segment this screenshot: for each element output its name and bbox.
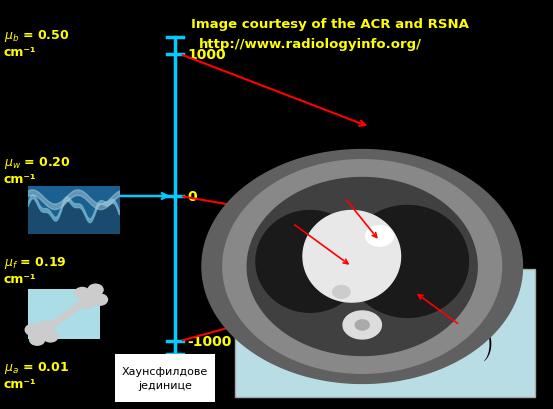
Text: $\mu_a$ = 0.01: $\mu_a$ = 0.01	[4, 359, 69, 375]
Polygon shape	[235, 270, 535, 397]
Text: СТ број у Хаунсфилдовим јединицама:: СТ број у Хаунсфилдовим јединицама:	[264, 281, 505, 294]
Polygon shape	[115, 354, 215, 402]
Text: Image courtesy of the ACR and RSNA: Image courtesy of the ACR and RSNA	[191, 18, 469, 31]
Polygon shape	[366, 226, 394, 247]
Text: http://www.radiologyinfo.org/: http://www.radiologyinfo.org/	[199, 38, 421, 51]
Polygon shape	[28, 289, 100, 339]
Circle shape	[39, 321, 54, 332]
Polygon shape	[256, 211, 364, 312]
Text: $HU_m = 1000\left(\dfrac{\mu_m - \mu_w}{\mu_w}\right)$: $HU_m = 1000\left(\dfrac{\mu_m - \mu_w}{…	[277, 324, 493, 364]
Polygon shape	[332, 286, 350, 299]
Text: 0: 0	[187, 189, 197, 204]
Text: cm⁻¹: cm⁻¹	[4, 173, 36, 186]
Text: -1000: -1000	[187, 334, 231, 348]
Circle shape	[25, 324, 40, 335]
Circle shape	[79, 298, 94, 309]
Circle shape	[43, 331, 58, 342]
Circle shape	[92, 294, 107, 306]
Circle shape	[30, 334, 45, 345]
Polygon shape	[343, 311, 382, 339]
Polygon shape	[247, 178, 477, 355]
Polygon shape	[223, 160, 502, 373]
Text: 1000: 1000	[187, 48, 226, 62]
Polygon shape	[202, 150, 523, 384]
Polygon shape	[303, 211, 400, 302]
Text: cm⁻¹: cm⁻¹	[4, 377, 36, 390]
Circle shape	[88, 285, 103, 296]
Polygon shape	[347, 206, 468, 317]
Text: cm⁻¹: cm⁻¹	[4, 272, 36, 285]
Text: $\mu_b$ = 0.50: $\mu_b$ = 0.50	[4, 28, 70, 44]
Circle shape	[75, 288, 90, 299]
Text: Хаунсфилдове
јединице: Хаунсфилдове јединице	[122, 366, 208, 390]
Text: cm⁻¹: cm⁻¹	[4, 46, 36, 59]
Text: $\mu_w$ = 0.20: $\mu_w$ = 0.20	[4, 155, 71, 171]
Text: $\mu_f$ = 0.19: $\mu_f$ = 0.19	[4, 254, 67, 270]
Polygon shape	[355, 320, 369, 330]
